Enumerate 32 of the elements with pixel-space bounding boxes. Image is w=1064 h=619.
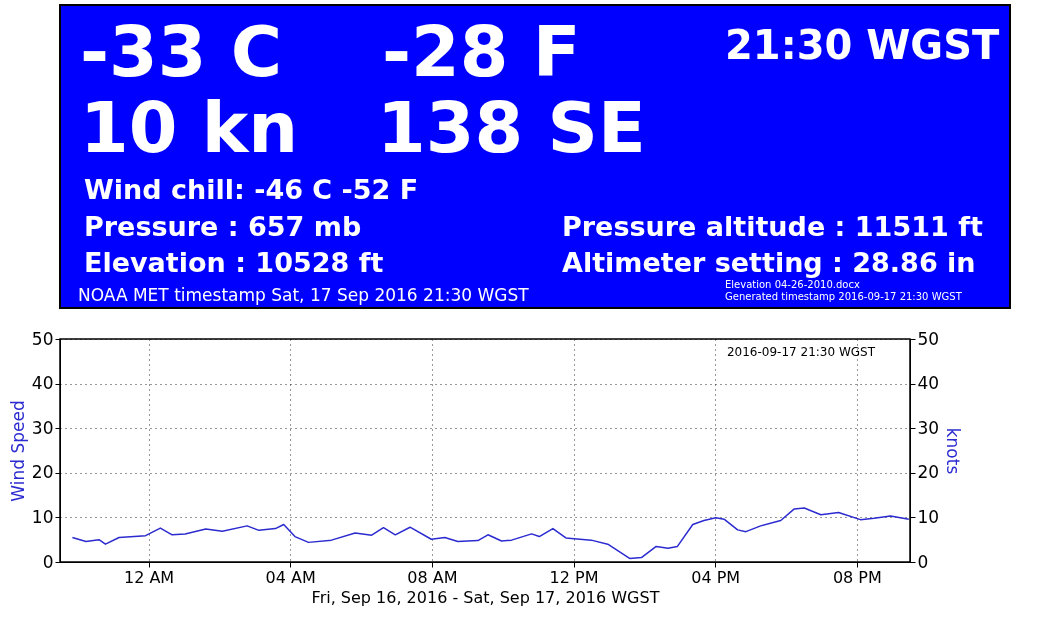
text: Pressure : 657 mb	[84, 211, 362, 242]
text: Elevation 04-26-2010.docx	[725, 279, 860, 290]
x-tick-label: 12 AM	[123, 567, 175, 587]
y-tick-label: 50	[31, 328, 54, 349]
x-tick-label: 12 PM	[549, 567, 599, 587]
y-tick-label: 10	[31, 506, 54, 527]
y2-tick-label: 50	[917, 328, 940, 349]
y2-tick-label: 0	[917, 551, 929, 572]
x-tick-label: 04 AM	[265, 567, 316, 587]
y2-tick-label: 20	[917, 462, 940, 483]
text: Elevation : 10528 ft	[84, 247, 384, 278]
y-tick-label: 20	[31, 462, 54, 483]
text: Pressure altitude : 11511 ft	[562, 211, 983, 242]
text: Wind chill: -46 C -52 F	[84, 174, 419, 205]
x-tick-label: 08 PM	[832, 567, 882, 587]
y2-tick-label: 40	[917, 373, 940, 394]
y-tick-label: 30	[31, 417, 54, 438]
x-tick-label: 08 AM	[407, 567, 458, 587]
text: Generated timestamp 2016-09-17 21:30 WGST	[725, 291, 963, 302]
x-tick-label: 04 PM	[691, 567, 741, 587]
y-tick-label: 0	[42, 551, 54, 572]
annotation: 2016-09-17 21:30 WGST	[726, 345, 876, 359]
y2-tick-label: 10	[917, 506, 940, 527]
text: 21:30 WGST	[725, 22, 1001, 68]
y-tick-label: 40	[31, 373, 54, 394]
y2-axis-title: knots	[943, 427, 964, 475]
text: Altimeter setting : 28.86 in	[562, 247, 976, 278]
text: NOAA MET timestamp Sat, 17 Sep 2016 21:30 WGST	[78, 285, 530, 305]
line-series	[71, 507, 910, 560]
y-axis-title: Wind Speed	[7, 400, 28, 502]
x-axis-title: Fri, Sep 16, 2016 - Sat, Sep 17, 2016 WGST	[311, 587, 660, 607]
y2-tick-label: 30	[917, 417, 940, 438]
